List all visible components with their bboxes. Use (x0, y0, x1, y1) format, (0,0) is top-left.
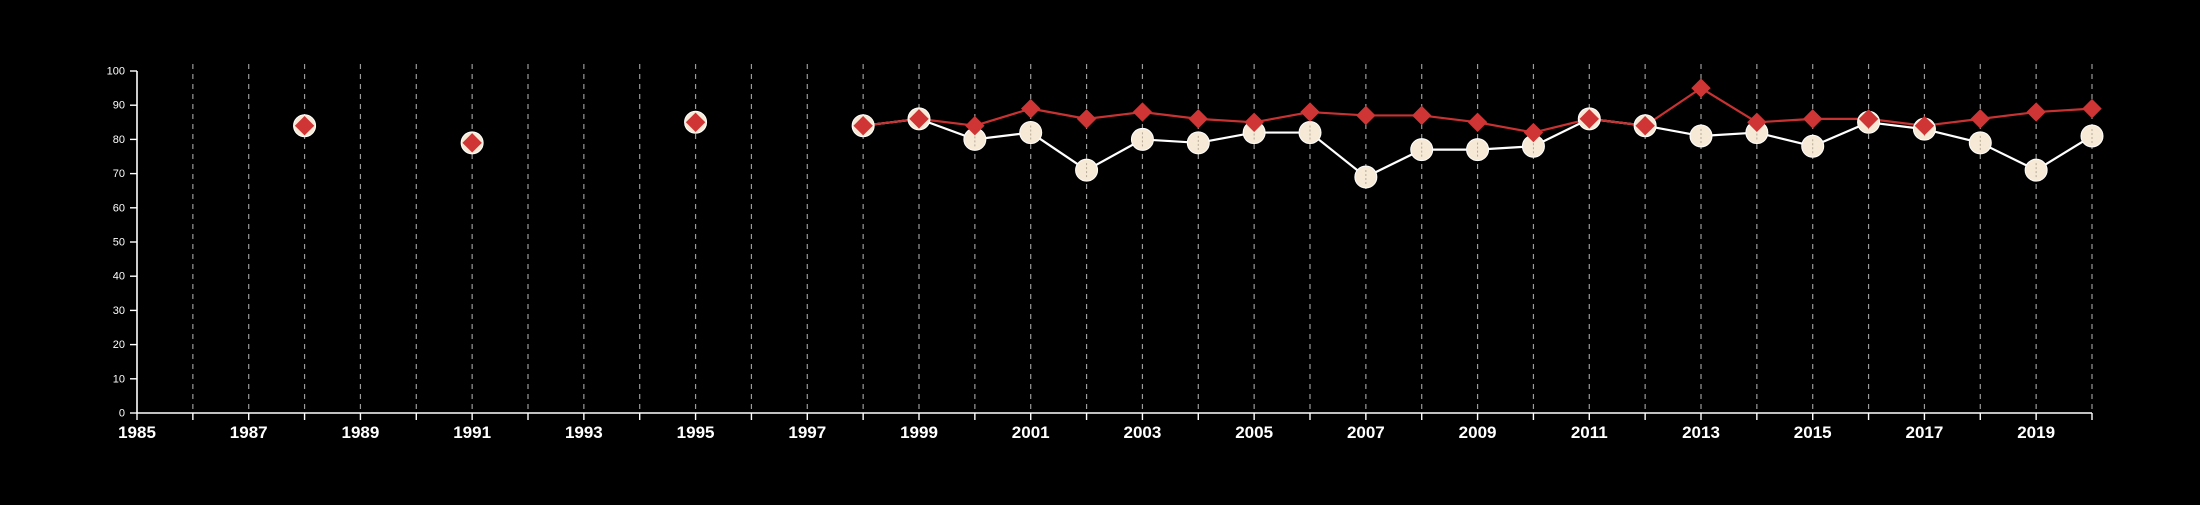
series-1-point-2007 (1354, 165, 1378, 189)
series (293, 78, 2104, 189)
series-1-point-2019 (2024, 158, 2048, 182)
series-2-point-1998 (853, 116, 873, 136)
x-tick-label-2007: 2007 (1347, 423, 1385, 442)
series-2-point-2000 (965, 116, 985, 136)
series-2-point-2003 (1132, 102, 1153, 122)
series-2-point-2019 (2026, 102, 2046, 122)
x-tick-label-1993: 1993 (565, 423, 603, 442)
y-tick-label-40: 40 (113, 271, 125, 283)
x-tick-label-2015: 2015 (1794, 423, 1832, 442)
series-2-point-2001 (1021, 98, 1041, 119)
grid-lines (192, 64, 2093, 413)
series-1-point-2009 (1466, 138, 1490, 162)
series-2-point-2016 (1858, 109, 1879, 129)
y-tick-label-20: 20 (113, 339, 125, 351)
series-2-point-1991 (462, 133, 482, 153)
x-tick-label-2009: 2009 (1459, 423, 1497, 442)
series-1-point-2020 (2080, 124, 2104, 148)
series-2-point-2008 (1412, 105, 1432, 126)
y-tick-label-90: 90 (113, 100, 125, 112)
y-tick-label-100: 100 (107, 66, 125, 78)
y-tick-label-80: 80 (113, 134, 125, 146)
series-1-point-2013 (1689, 124, 1713, 148)
series-2-point-2002 (1076, 109, 1097, 129)
series-2-point-2018 (1970, 109, 1990, 129)
y-tick-label-0: 0 (119, 408, 125, 420)
series-2-point-2015 (1803, 109, 1823, 129)
x-tick-label-2019: 2019 (2017, 423, 2055, 442)
series-1-point-2008 (1410, 138, 1434, 162)
series-1-point-2018 (1968, 131, 1992, 155)
series-1-point-2015 (1801, 134, 1825, 158)
series-2-point-2014 (1747, 112, 1767, 133)
y-tick-label-10: 10 (113, 373, 125, 385)
series-2-point-1995 (685, 112, 706, 133)
y-tick-label-60: 60 (113, 202, 125, 214)
y-tick-label-70: 70 (113, 168, 125, 180)
series-2-point-2006 (1300, 102, 1320, 122)
x-tick-label-1997: 1997 (788, 423, 826, 442)
series-2-point-2004 (1188, 109, 1208, 129)
axes: 0 10 20 30 40 50 60 70 80 90 100 1985 1987 1989 1991 19… (107, 66, 2093, 442)
x-tick-label-1987: 1987 (230, 423, 268, 442)
series-2-point-1988 (294, 116, 315, 136)
series-2-point-2020 (2082, 98, 2102, 119)
series-1-point-2006 (1298, 121, 1322, 145)
series-2-point-2012 (1635, 116, 1655, 136)
x-tick-label-2001: 2001 (1012, 423, 1050, 442)
series-1-point-2001 (1019, 121, 1043, 145)
x-tick-label-2005: 2005 (1235, 423, 1273, 442)
x-tick-label-2011: 2011 (1571, 423, 1608, 442)
x-tick-label-2003: 2003 (1124, 423, 1162, 442)
series-2-point-2007 (1356, 105, 1376, 126)
series-2-point-2005 (1244, 112, 1264, 133)
x-tick-label-1995: 1995 (677, 423, 715, 442)
x-tick-label-1985: 1985 (118, 423, 156, 442)
x-tick-label-2013: 2013 (1682, 423, 1720, 442)
series-2-point-2017 (1914, 116, 1935, 136)
x-tick-label-2017: 2017 (1906, 423, 1944, 442)
x-tick-label-1989: 1989 (342, 423, 380, 442)
x-tick-label-1999: 1999 (900, 423, 938, 442)
x-tick-label-1991: 1991 (453, 423, 491, 442)
series-1-point-2003 (1130, 127, 1154, 151)
series-2-point-2009 (1467, 112, 1488, 133)
y-tick-label-30: 30 (113, 305, 125, 317)
series-2-point-2011 (1579, 109, 1599, 129)
series-2-point-1999 (909, 109, 929, 129)
series-2-point-2010 (1523, 122, 1544, 143)
series-1-point-2004 (1186, 131, 1210, 155)
series-2-point-2013 (1691, 78, 1711, 98)
series-1-point-2002 (1075, 158, 1099, 182)
y-tick-label-50: 50 (113, 237, 125, 249)
